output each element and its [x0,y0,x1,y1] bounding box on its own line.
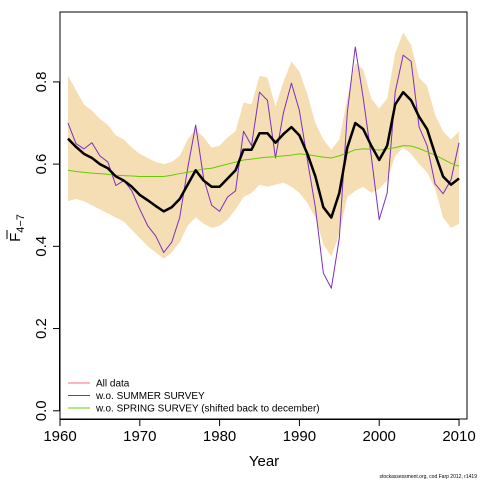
y-axis-title-subscript: 4−7 [15,214,27,233]
series-layer [67,46,460,289]
y-tick-label: 0.6 [33,154,50,175]
series-line-w-o-spring-survey-shifted-back-to-december [67,145,460,177]
legend-label: w.o. SPRING SURVEY (shifted back to dece… [95,404,320,415]
y-tick-label: 0.4 [33,236,50,257]
confidence-band [67,32,460,259]
credit-text: stockassessment.org, cod Farp 2012, r141… [379,474,477,480]
y-axis: 0.0 0.2 0.4 0.6 0.8 [33,71,60,421]
y-tick-label: 0.0 [33,400,50,421]
y-axis-title: F4−7 [6,214,27,242]
series-line-estimate [67,90,460,219]
y-tick-label: 0.8 [33,71,50,92]
x-tick-label: 1980 [203,428,236,445]
y-tick-label: 0.2 [33,318,50,339]
x-tick-label: 2010 [442,428,475,445]
x-axis: 1960 1970 1980 1990 2000 2010 [43,419,476,445]
confidence-band-layer [67,32,460,259]
legend-label: All data [96,379,130,390]
x-tick-label: 2000 [363,428,396,445]
legend-label: w.o. SUMMER SURVEY [95,391,205,402]
x-tick-label: 1960 [43,428,76,445]
x-axis-title: Year [249,453,279,470]
y-axis-title-main: F [7,233,24,242]
x-tick-label: 1970 [123,428,156,445]
x-tick-label: 1990 [283,428,316,445]
svg-text:F4−7: F4−7 [7,214,27,242]
